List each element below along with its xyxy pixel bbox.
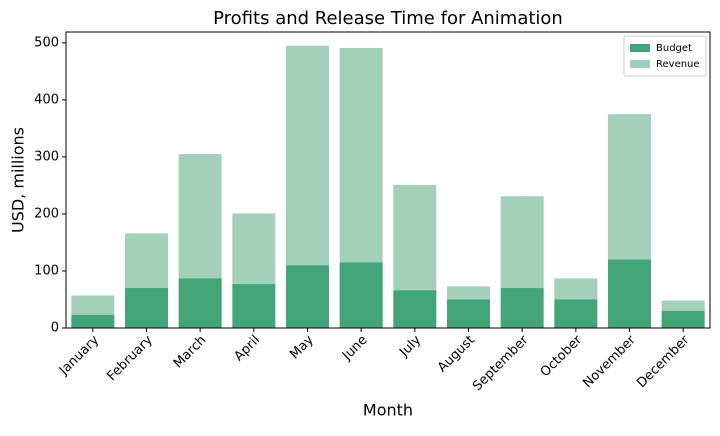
legend-box [623,35,707,77]
x-tick-label: January [56,332,102,378]
plot-frame [65,31,711,329]
y-tick-label: 500 [34,35,59,50]
legend-label: Revenue [656,59,700,70]
x-tick-label: May [287,332,317,362]
x-tick-label: June [339,333,370,364]
x-tick-label: August [435,333,478,376]
chart-title: Profits and Release Time for Animation [213,8,563,29]
bar [71,314,115,328]
bar [339,262,383,328]
x-tick-label: December [634,332,693,391]
bar [393,290,437,328]
bar [178,278,222,328]
legend-swatch [630,60,650,68]
y-tick-label: 0 [51,321,59,336]
bar [286,265,329,328]
bar [125,288,168,328]
y-tick-label: 200 [34,206,59,221]
legend-swatch [630,44,650,52]
x-tick-label: April [232,333,264,365]
y-axis-label: USD, millions [9,127,28,233]
x-tick-label: September [470,332,532,394]
x-tick-label: November [580,332,639,391]
bar [447,299,490,328]
x-axis-label: Month [363,401,413,420]
x-tick-label: March [171,333,210,372]
bar [608,259,651,328]
x-tick-label: October [538,332,586,380]
bar [500,288,544,328]
y-tick-label: 400 [34,92,59,107]
bar [554,299,598,328]
x-tick-label: July [396,332,424,360]
y-tick-label: 100 [34,263,59,278]
legend-label: Budget [656,43,692,54]
bar [232,284,276,328]
y-tick-label: 300 [34,149,59,164]
x-tick-label: February [104,332,156,384]
bar [661,310,705,328]
